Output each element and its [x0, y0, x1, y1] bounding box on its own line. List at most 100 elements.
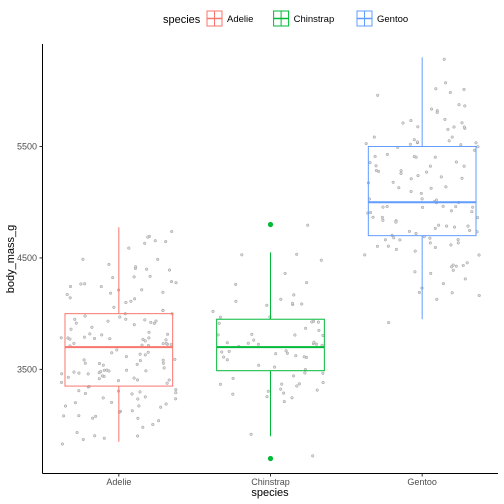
data-point	[425, 170, 429, 174]
data-point	[419, 191, 423, 195]
data-point	[66, 375, 70, 379]
data-point	[138, 359, 142, 363]
data-point	[225, 358, 229, 362]
data-point	[149, 320, 153, 324]
data-point	[92, 336, 97, 341]
data-point	[417, 290, 421, 295]
data-point	[211, 309, 215, 313]
data-point	[133, 297, 137, 301]
box-body	[216, 318, 325, 372]
legend-label: Adelie	[227, 14, 253, 25]
data-point	[433, 245, 437, 250]
data-point	[415, 140, 420, 144]
x-tick-label: Adelie	[106, 477, 131, 487]
data-point	[138, 390, 142, 394]
data-point	[454, 264, 458, 268]
data-point	[115, 348, 119, 352]
data-point	[143, 353, 147, 357]
data-point	[394, 220, 398, 224]
data-point	[385, 152, 389, 156]
data-point	[165, 381, 169, 385]
box-adelie	[64, 227, 174, 442]
data-point	[146, 350, 150, 354]
data-point	[153, 239, 157, 243]
data-point	[101, 396, 105, 400]
data-point	[130, 409, 134, 413]
data-point	[110, 351, 114, 355]
data-point	[398, 238, 402, 242]
data-point	[274, 352, 278, 356]
data-point	[146, 235, 150, 239]
data-point	[257, 363, 261, 367]
data-point	[99, 285, 103, 289]
data-point	[164, 402, 168, 406]
data-point	[68, 337, 72, 341]
data-point	[456, 241, 460, 245]
data-point	[225, 341, 229, 345]
data-point	[399, 169, 403, 173]
data-point	[68, 296, 72, 300]
data-point	[380, 215, 384, 219]
data-point	[102, 436, 106, 440]
data-point	[460, 176, 464, 180]
data-point	[227, 349, 231, 353]
data-point	[148, 274, 152, 278]
data-point	[392, 236, 396, 240]
data-point	[476, 216, 480, 220]
data-point	[77, 389, 81, 393]
data-point	[372, 135, 376, 139]
data-point	[108, 337, 112, 341]
data-point	[63, 404, 68, 408]
data-point	[279, 297, 283, 301]
data-point	[444, 185, 448, 189]
data-point	[109, 291, 113, 295]
data-point	[74, 321, 78, 325]
data-point	[465, 261, 469, 265]
data-point	[371, 215, 375, 219]
data-point	[451, 268, 455, 272]
data-point	[456, 238, 460, 242]
data-point	[376, 93, 380, 97]
data-point	[169, 280, 174, 284]
data-point	[112, 305, 116, 309]
data-point	[72, 341, 76, 345]
data-point	[174, 281, 178, 285]
data-point	[442, 57, 446, 61]
data-point	[282, 400, 286, 404]
data-point	[285, 351, 289, 355]
legend-label: Chinstrap	[294, 14, 335, 25]
data-point	[90, 325, 94, 329]
data-point	[409, 119, 413, 123]
data-point	[391, 180, 395, 184]
data-point	[462, 164, 466, 168]
data-point	[83, 361, 87, 365]
data-point	[97, 361, 102, 366]
box-gentoo	[367, 57, 477, 320]
y-axis-title: body_mass_g	[5, 225, 17, 294]
jitter-points	[59, 57, 481, 458]
data-point	[295, 384, 299, 388]
data-point	[86, 372, 90, 376]
data-point	[421, 205, 425, 209]
data-point	[381, 205, 385, 209]
data-point	[167, 268, 172, 272]
data-point	[445, 224, 449, 228]
data-point	[136, 434, 140, 438]
data-point	[397, 186, 401, 190]
data-point	[125, 368, 129, 372]
legend-item-gentoo: Gentoo	[356, 10, 408, 27]
data-point	[130, 392, 134, 396]
data-point	[401, 121, 405, 125]
data-point	[231, 392, 235, 396]
data-point	[111, 276, 115, 280]
data-point	[428, 236, 432, 240]
data-point	[293, 333, 297, 337]
data-point	[83, 391, 87, 396]
data-point	[60, 372, 64, 376]
data-point	[373, 154, 377, 159]
data-point	[283, 271, 287, 275]
data-point	[300, 302, 304, 306]
data-point	[414, 231, 418, 236]
data-point	[463, 104, 467, 108]
